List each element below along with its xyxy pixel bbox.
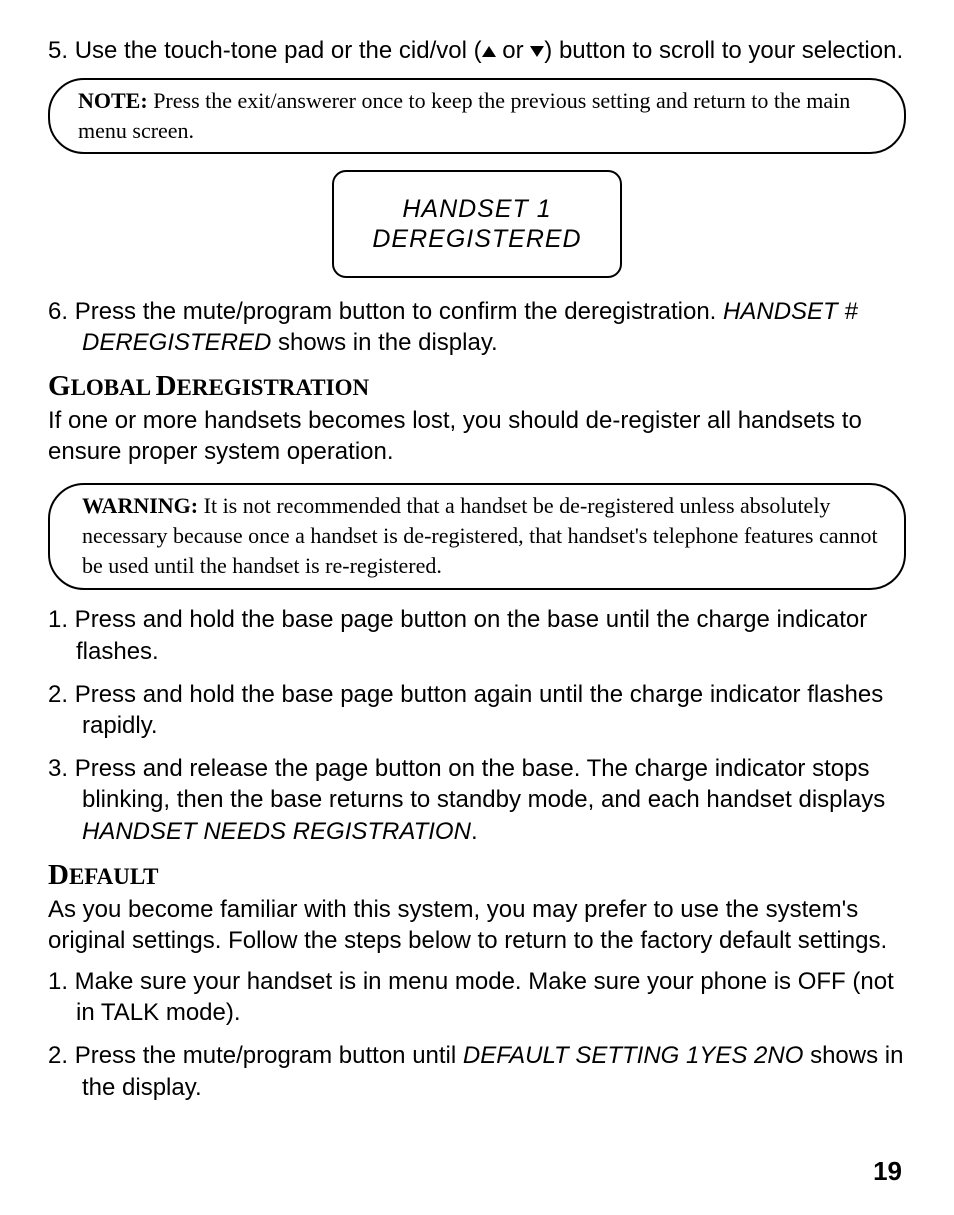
g1-text: Press and hold the base page button on t… (68, 606, 867, 664)
g3-num: 3. (48, 755, 68, 782)
up-arrow-icon (482, 46, 496, 57)
step-5-text-a: Use the touch-tone pad or the cid/vol ( (75, 37, 482, 64)
step-6-text-a: Press the mute/program button to confirm… (75, 298, 723, 325)
global-step-1: 1. Press and hold the base page button o… (48, 604, 906, 666)
note-text: Press the exit/answerer once to keep the… (78, 88, 850, 143)
warning-label: WARNING: (82, 493, 198, 518)
lcd-line-2: DEREGISTERED (372, 224, 581, 254)
default-para: As you become familiar with this system,… (48, 894, 906, 956)
g3-text-b: . (471, 818, 478, 845)
d1-text: Make sure your handset is in menu mode. … (68, 968, 894, 1026)
global-step-3: 3. Press and release the page button on … (48, 753, 906, 847)
g3-italic: HANDSET NEEDS REGISTRATION (82, 818, 471, 845)
note-label: NOTE: (78, 88, 148, 113)
g2-num: 2. (48, 681, 68, 708)
step-6-num: 6. (48, 298, 68, 325)
d1-num: 1. (48, 968, 68, 995)
lcd-display: HANDSET 1 DEREGISTERED (332, 170, 622, 278)
step-6-text-b: shows in the display. (271, 329, 497, 356)
default-step-1: 1. Make sure your handset is in menu mod… (48, 966, 906, 1028)
global-para: If one or more handsets becomes lost, yo… (48, 405, 906, 467)
step-5-text-b: or (496, 37, 531, 64)
g1-num: 1. (48, 606, 68, 633)
d2-italic: DEFAULT SETTING 1YES 2NO (463, 1042, 804, 1069)
step-5: 5. Use the touch-tone pad or the cid/vol… (48, 35, 906, 66)
g3-text-a: Press and release the page button on the… (75, 755, 886, 813)
d2-text-a: Press the mute/program button until (75, 1042, 463, 1069)
down-arrow-icon (530, 46, 544, 57)
step-5-text-c: ) button to scroll to your selection. (544, 37, 903, 64)
g2-text: Press and hold the base page button agai… (75, 681, 884, 739)
page-number: 19 (873, 1156, 902, 1187)
d2-num: 2. (48, 1042, 68, 1069)
default-step-2: 2. Press the mute/program button until D… (48, 1040, 906, 1102)
default-heading: DEFAULT (48, 859, 906, 892)
step-6: 6. Press the mute/program button to conf… (48, 296, 906, 358)
note-box: NOTE: Press the exit/answerer once to ke… (48, 78, 906, 153)
global-deregistration-heading: GLOBAL DEREGISTRATION (48, 370, 906, 403)
global-step-2: 2. Press and hold the base page button a… (48, 679, 906, 741)
step-5-num: 5. (48, 37, 68, 64)
warning-box: WARNING: It is not recommended that a ha… (48, 483, 906, 590)
warning-text: It is not recommended that a handset be … (82, 493, 878, 577)
lcd-line-1: HANDSET 1 (402, 194, 551, 224)
